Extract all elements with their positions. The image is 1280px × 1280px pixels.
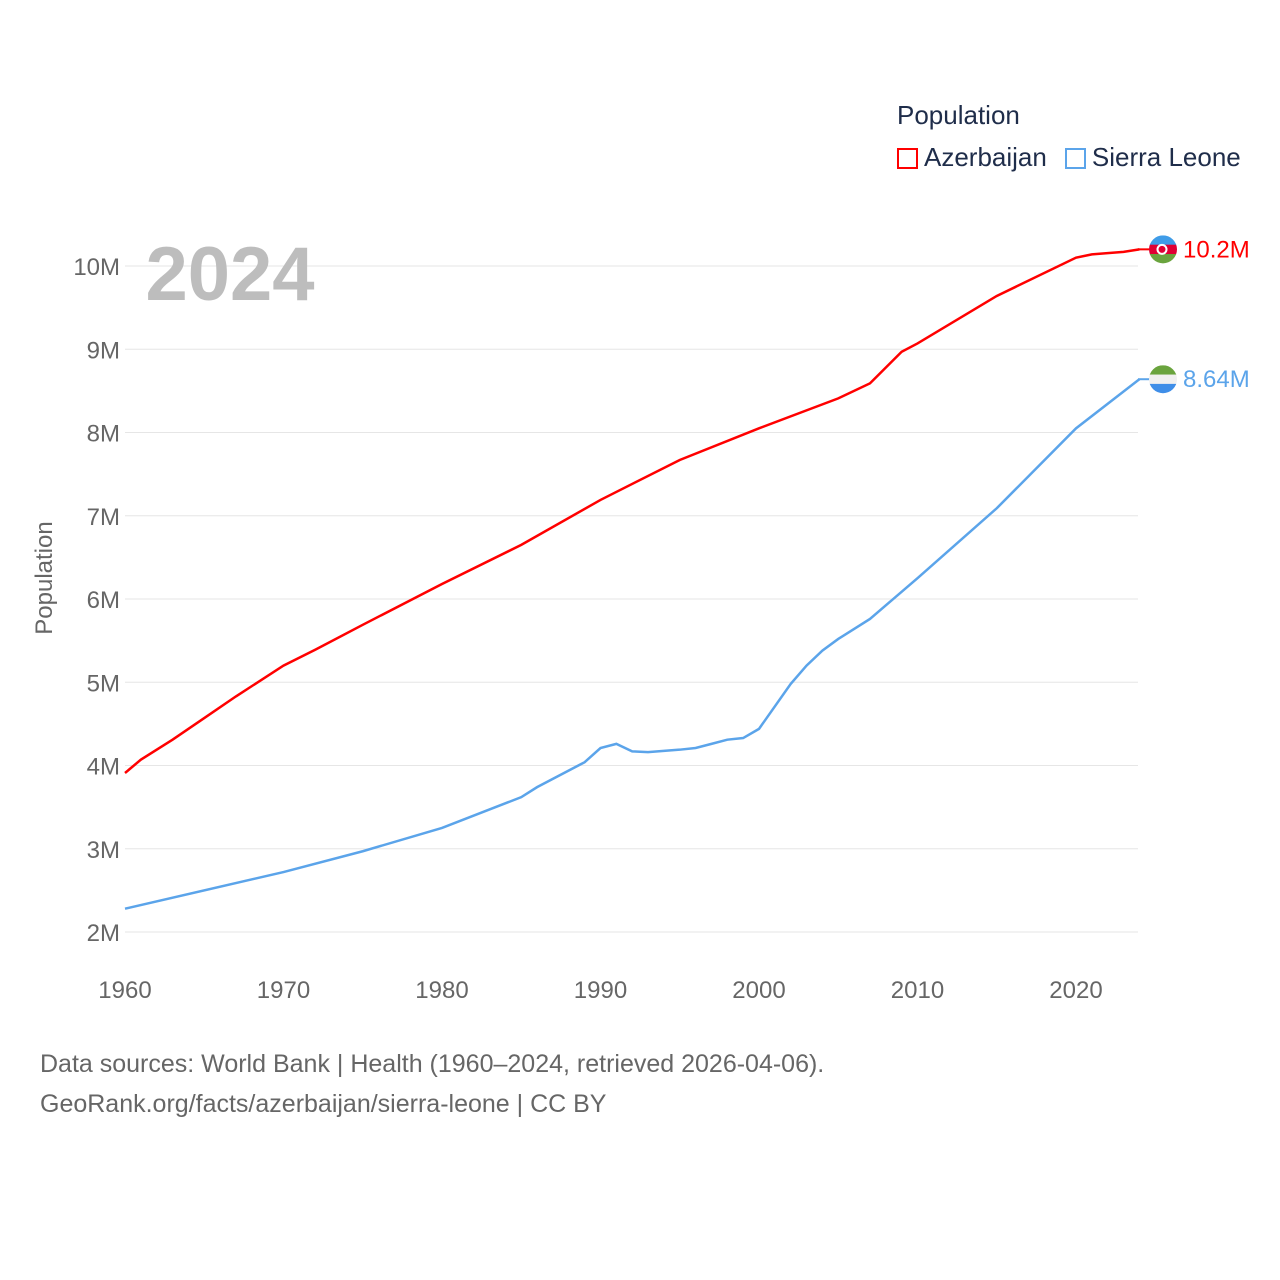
y-tick-label: 6M [87,587,120,614]
x-tick-label: 1970 [257,977,310,1004]
legend-item-sierra-leone[interactable]: Sierra Leone [1064,142,1241,173]
flag-stripe [1149,244,1177,255]
y-tick-label: 7M [87,504,120,531]
y-tick-label: 3M [87,837,120,864]
year-label: 2024 [145,232,314,317]
y-tick-label: 5M [87,670,120,697]
series-line-azerbaijan [124,248,1140,774]
data-sources: Data sources: World Bank | Health (1960–… [40,1050,825,1078]
x-tick-label: 1980 [415,977,468,1004]
flag-stripe [1149,383,1177,394]
y-tick-label: 10M [73,254,120,281]
x-tick-label: 1960 [98,977,151,1004]
y-tick-label: 4M [87,754,120,781]
flag-stripe [1149,254,1177,264]
footer: Data sources: World Bank | Health (1960–… [40,1044,824,1124]
end-value-label: 8.64M [1183,366,1250,393]
sierra-leone-flag-icon [1149,365,1177,394]
legend-label: Sierra Leone [1091,142,1241,172]
x-tick-label: 1990 [574,977,627,1004]
crescent [1156,243,1168,255]
series-line-sierra-leone [124,378,1141,910]
y-tick-label: 8M [87,421,120,448]
x-tick-label: 2010 [891,977,944,1004]
legend-label: Azerbaijan [924,142,1047,172]
flag-stripe [1149,374,1177,385]
x-tick-label: 2020 [1049,977,1102,1004]
source-link[interactable]: GeoRank.org/facts/azerbaijan/sierra-leon… [40,1090,607,1118]
flag-stripe [1149,235,1177,246]
y-axis-label: Population [31,521,58,634]
y-tick-label: 9M [87,337,120,364]
end-value-label: 10.2M [1183,236,1250,263]
x-tick-label: 2000 [732,977,785,1004]
y-tick-label: 2M [87,920,120,947]
legend-title: Population [897,100,1020,130]
flag-stripe [1149,365,1177,376]
azerbaijan-flag-icon [1149,235,1177,264]
legend-item-azerbaijan[interactable]: Azerbaijan [897,142,1047,173]
legend: Azerbaijan Sierra Leone [897,142,1241,173]
